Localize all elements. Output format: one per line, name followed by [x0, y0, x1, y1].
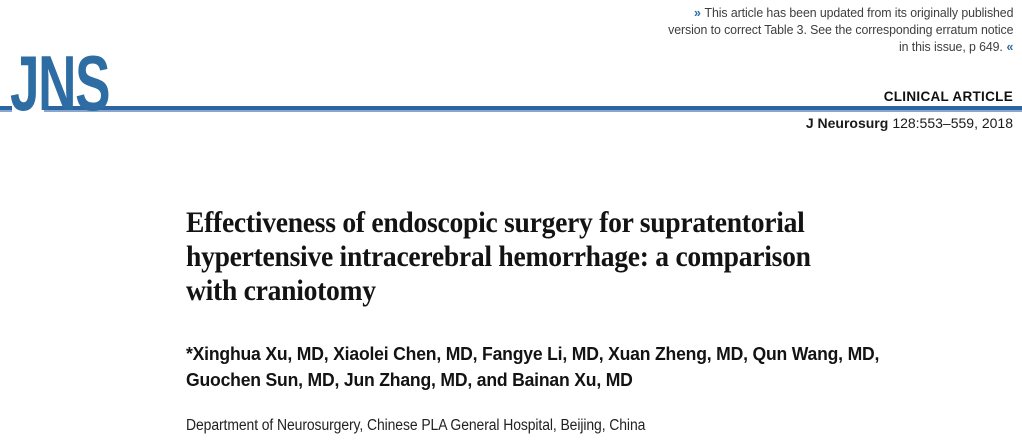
update-notice-text: This article has been updated from its o…	[704, 5, 1013, 20]
masthead-rule	[0, 106, 1022, 112]
open-guillemet-icon: »	[693, 5, 701, 20]
update-notice-line: » This article has been updated from its …	[668, 4, 1013, 21]
author-list-line: *Xinghua Xu, MD, Xiaolei Chen, MD, Fangy…	[186, 343, 880, 364]
affiliation: Department of Neurosurgery, Chinese PLA …	[186, 417, 646, 434]
article-title-line: Effectiveness of endoscopic surgery for …	[186, 206, 805, 239]
citation-volume-pages: 128:553–559, 2018	[892, 115, 1013, 131]
update-notice: » This article has been updated from its …	[668, 4, 1013, 55]
article-type-label: CLINICAL ARTICLE	[883, 89, 1013, 104]
masthead-rule-gap	[12, 104, 44, 115]
article-title-line: hypertensive intracerebral hemorrhage: a…	[186, 240, 811, 273]
update-notice-line: in this issue, p 649. «	[668, 38, 1013, 55]
author-list: *Xinghua Xu, MD, Xiaolei Chen, MD, Fangy…	[186, 341, 879, 393]
update-notice-text: version to correct Table 3. See the corr…	[667, 22, 1013, 37]
journal-logo: JNS	[10, 39, 110, 127]
author-list-line: Guochen Sun, MD, Jun Zhang, MD, and Bain…	[186, 369, 633, 390]
article-title: Effectiveness of endoscopic surgery for …	[186, 206, 811, 308]
citation-journal-name: J Neurosurg	[805, 115, 889, 131]
update-notice-text: in this issue, p 649.	[898, 39, 1003, 54]
close-guillemet-icon: «	[1006, 39, 1013, 54]
journal-citation: J Neurosurg 128:553–559, 2018	[806, 115, 1013, 131]
article-title-line: with craniotomy	[186, 274, 376, 307]
update-notice-line: version to correct Table 3. See the corr…	[668, 21, 1013, 38]
